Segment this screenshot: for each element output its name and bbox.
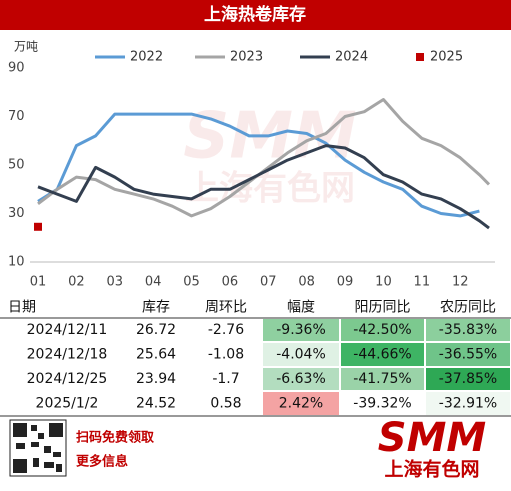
y-tick-label: 70 bbox=[8, 109, 25, 124]
table-cell-bg bbox=[263, 392, 339, 415]
table-header: 阳历同比 bbox=[355, 300, 411, 316]
table-cell: -4.04% bbox=[276, 347, 326, 363]
x-tick-label: 09 bbox=[337, 275, 354, 290]
table-cell: -9.36% bbox=[276, 322, 326, 338]
table-cell: -35.83% bbox=[439, 322, 497, 338]
table-cell-bg bbox=[426, 392, 510, 415]
footer-logo: SMM bbox=[378, 415, 486, 461]
table-cell-bg bbox=[426, 319, 510, 341]
x-tick-label: 12 bbox=[452, 275, 469, 290]
chart-title: 上海热卷库存 bbox=[204, 4, 306, 25]
table-header: 库存 bbox=[142, 300, 170, 316]
footer-brand: 上海有色网 bbox=[384, 458, 479, 481]
table-cell: 2024/12/25 bbox=[27, 371, 108, 387]
table-cell: -1.08 bbox=[208, 347, 244, 363]
table-cell: 23.94 bbox=[136, 371, 176, 387]
table-cell-bg bbox=[263, 368, 339, 390]
series-line bbox=[37, 112, 480, 218]
y-tick-label: 90 bbox=[8, 61, 25, 76]
table-cell: -6.63% bbox=[276, 371, 326, 387]
table-cell: 2024/12/11 bbox=[27, 322, 108, 338]
table-cell-bg bbox=[341, 343, 424, 366]
y-tick-label: 50 bbox=[8, 158, 25, 173]
legend-label: 2025 bbox=[430, 50, 463, 65]
table-header: 日期 bbox=[8, 300, 36, 316]
legend-swatch bbox=[416, 53, 424, 61]
table-cell: 2.42% bbox=[279, 396, 323, 412]
table-cell: 2024/12/18 bbox=[27, 347, 108, 363]
point-marker bbox=[34, 222, 42, 231]
table-cell-bg bbox=[426, 368, 510, 390]
table-cell: -32.91% bbox=[439, 396, 497, 412]
table-cell: -1.7 bbox=[212, 371, 239, 387]
table-header: 幅度 bbox=[287, 300, 315, 316]
legend-label: 2024 bbox=[335, 50, 368, 65]
table-cell: 25.64 bbox=[136, 347, 176, 363]
x-tick-label: 01 bbox=[30, 275, 47, 290]
x-tick-label: 02 bbox=[68, 275, 85, 290]
x-tick-label: 05 bbox=[183, 275, 200, 290]
x-tick-label: 04 bbox=[145, 275, 162, 290]
x-tick-label: 11 bbox=[414, 275, 431, 290]
x-tick-label: 06 bbox=[222, 275, 239, 290]
y-tick-label: 10 bbox=[8, 255, 25, 270]
table-cell: 0.58 bbox=[210, 396, 241, 412]
footer-line: 扫码免费领取 bbox=[76, 430, 155, 446]
footer-line: 更多信息 bbox=[76, 454, 128, 470]
table-cell: -2.76 bbox=[208, 322, 244, 338]
y-axis-label: 万吨 bbox=[14, 40, 38, 54]
table-cell: -42.50% bbox=[353, 322, 411, 338]
x-tick-label: 07 bbox=[260, 275, 277, 290]
table-cell: -36.55% bbox=[439, 347, 497, 363]
table-cell: 2025/1/2 bbox=[36, 396, 99, 412]
x-tick-label: 03 bbox=[106, 275, 123, 290]
y-tick-label: 30 bbox=[8, 206, 25, 221]
table-header: 周环比 bbox=[205, 300, 247, 316]
x-tick-label: 10 bbox=[375, 275, 392, 290]
table-cell: -41.75% bbox=[353, 371, 411, 387]
table-cell: 24.52 bbox=[136, 396, 176, 412]
x-tick-label: 08 bbox=[298, 275, 315, 290]
table-cell-bg bbox=[263, 319, 339, 341]
table-cell: -44.66% bbox=[353, 347, 411, 363]
series-line bbox=[37, 98, 491, 218]
table-cell: -39.32% bbox=[353, 396, 411, 412]
legend-label: 2022 bbox=[130, 50, 163, 65]
table-cell-bg bbox=[341, 368, 424, 390]
legend-label: 2023 bbox=[230, 50, 263, 65]
table-cell-bg bbox=[426, 343, 510, 366]
table-cell-bg bbox=[263, 343, 339, 366]
title-bar bbox=[0, 0, 511, 30]
table-cell: 26.72 bbox=[136, 322, 176, 338]
table-cell-bg bbox=[341, 319, 424, 341]
table-cell-bg bbox=[341, 392, 424, 415]
table-header: 农历同比 bbox=[440, 300, 496, 316]
series-line bbox=[37, 144, 490, 230]
table-cell: -37.85% bbox=[439, 371, 497, 387]
qr-code bbox=[9, 419, 67, 477]
